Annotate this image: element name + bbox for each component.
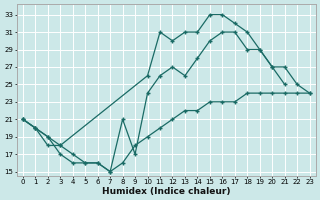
X-axis label: Humidex (Indice chaleur): Humidex (Indice chaleur) (102, 187, 230, 196)
